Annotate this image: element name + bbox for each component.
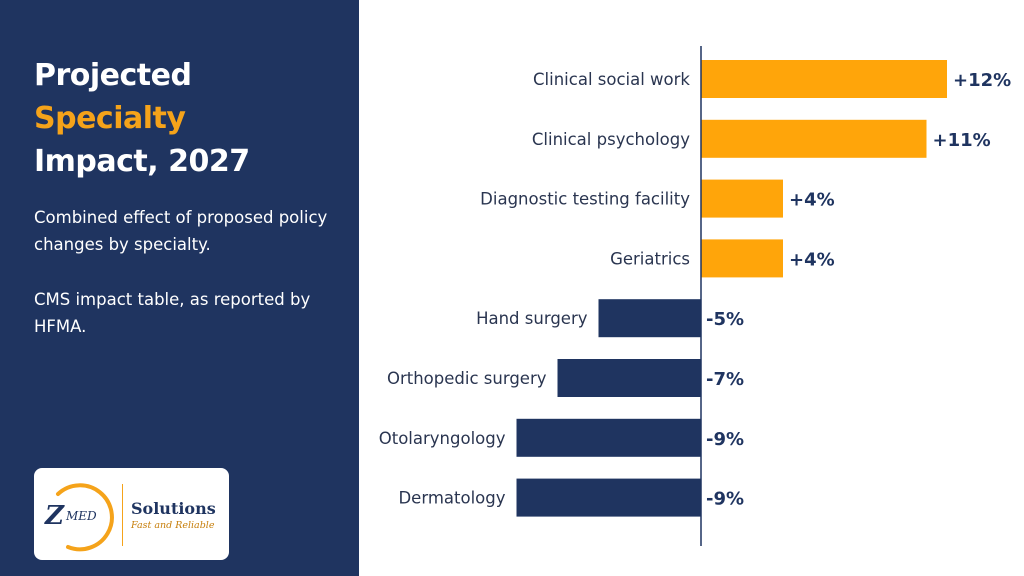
value-label: -9% (706, 489, 744, 510)
value-label: -5% (706, 309, 744, 330)
logo-tagline: Fast and Reliable (131, 520, 215, 531)
category-label: Diagnostic testing facility (480, 190, 690, 209)
bar-dermatology (516, 478, 701, 517)
category-label: Hand surgery (476, 309, 588, 328)
source-note: CMS impact table, as reported by HFMA. (34, 290, 311, 336)
chart-description: Combined effect of proposed policy chang… (34, 208, 328, 254)
category-label: Clinical social work (533, 70, 690, 89)
category-label: Orthopedic surgery (387, 369, 547, 388)
bar-geriatrics (701, 239, 783, 278)
page-title: Projected Specialty Impact, 2027 (34, 54, 250, 183)
logo-mark-med: MED (65, 509, 97, 523)
value-label: +12% (953, 70, 1011, 91)
logo-mark-z: Z (44, 501, 65, 531)
category-label: Clinical psychology (532, 130, 690, 149)
value-label: +4% (789, 190, 835, 211)
bar-diagnostic-testing-facility (701, 179, 783, 218)
logo-divider (122, 484, 123, 546)
value-label: -9% (706, 429, 744, 450)
value-label: +4% (789, 249, 835, 270)
title-line-3: Impact, 2027 (34, 144, 250, 179)
zmed-logo-mark: Z MED (44, 483, 114, 552)
bar-hand-surgery (598, 299, 701, 338)
title-line-2: Specialty (34, 101, 186, 136)
bar-clinical-social-work (701, 60, 947, 98)
bar-otolaryngology (516, 418, 701, 457)
logo-name: Solutions (131, 499, 216, 518)
bar-clinical-psychology (701, 119, 927, 158)
category-label: Otolaryngology (379, 429, 506, 448)
title-line-1: Projected (34, 58, 192, 93)
company-logo: Z MED Solutions Fast and Reliable (34, 468, 229, 560)
category-label: Geriatrics (610, 249, 690, 268)
value-label: +11% (933, 130, 991, 151)
category-label: Dermatology (398, 489, 505, 508)
value-label: -7% (706, 369, 744, 390)
sidebar-panel: Projected Specialty Impact, 2027 Combine… (0, 0, 359, 576)
bar-orthopedic-surgery (557, 359, 701, 397)
